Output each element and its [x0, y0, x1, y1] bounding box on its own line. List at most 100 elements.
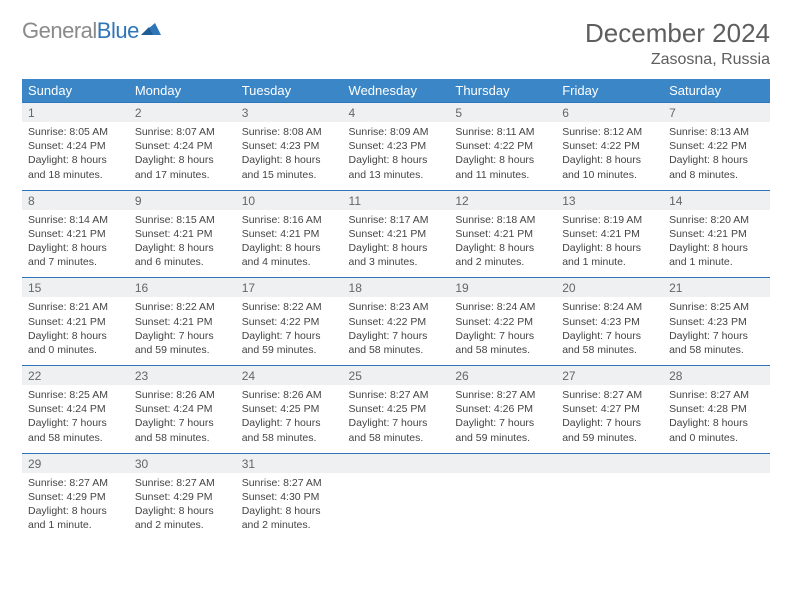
day-detail-cell: Sunrise: 8:19 AMSunset: 4:21 PMDaylight:…: [556, 210, 663, 278]
day-number-cell: 24: [236, 366, 343, 386]
day-number-cell: 17: [236, 278, 343, 298]
day-number-cell: 18: [343, 278, 450, 298]
sunrise-line: Sunrise: 8:12 AM: [562, 125, 657, 139]
sunset-line: Sunset: 4:22 PM: [562, 139, 657, 153]
day-number-cell: 26: [449, 366, 556, 386]
logo-word-blue: Blue: [97, 18, 139, 43]
daylight-line: Daylight: 8 hours and 1 minute.: [28, 504, 123, 532]
day-detail-cell: Sunrise: 8:27 AMSunset: 4:28 PMDaylight:…: [663, 385, 770, 453]
day-detail-cell: Sunrise: 8:17 AMSunset: 4:21 PMDaylight:…: [343, 210, 450, 278]
sunrise-line: Sunrise: 8:21 AM: [28, 300, 123, 314]
day-detail-row: Sunrise: 8:14 AMSunset: 4:21 PMDaylight:…: [22, 210, 770, 278]
weekday-header: Saturday: [663, 79, 770, 103]
sunset-line: Sunset: 4:21 PM: [669, 227, 764, 241]
sunrise-line: Sunrise: 8:16 AM: [242, 213, 337, 227]
sunrise-line: Sunrise: 8:25 AM: [28, 388, 123, 402]
weekday-header: Tuesday: [236, 79, 343, 103]
day-number-cell: 1: [22, 103, 129, 123]
sunrise-line: Sunrise: 8:22 AM: [242, 300, 337, 314]
daylight-line: Daylight: 7 hours and 58 minutes.: [349, 329, 444, 357]
day-number-cell: [449, 453, 556, 473]
sunrise-line: Sunrise: 8:08 AM: [242, 125, 337, 139]
daylight-line: Daylight: 8 hours and 0 minutes.: [669, 416, 764, 444]
weekday-header-row: Sunday Monday Tuesday Wednesday Thursday…: [22, 79, 770, 103]
sunset-line: Sunset: 4:23 PM: [669, 315, 764, 329]
day-detail-cell: Sunrise: 8:25 AMSunset: 4:23 PMDaylight:…: [663, 297, 770, 365]
day-detail-cell: [663, 473, 770, 541]
day-detail-cell: Sunrise: 8:12 AMSunset: 4:22 PMDaylight:…: [556, 122, 663, 190]
sunset-line: Sunset: 4:21 PM: [28, 315, 123, 329]
daylight-line: Daylight: 8 hours and 17 minutes.: [135, 153, 230, 181]
day-number-cell: 31: [236, 453, 343, 473]
day-detail-cell: Sunrise: 8:27 AMSunset: 4:29 PMDaylight:…: [22, 473, 129, 541]
sunrise-line: Sunrise: 8:14 AM: [28, 213, 123, 227]
day-number-cell: 20: [556, 278, 663, 298]
daylight-line: Daylight: 7 hours and 58 minutes.: [242, 416, 337, 444]
daylight-line: Daylight: 7 hours and 58 minutes.: [349, 416, 444, 444]
day-detail-cell: Sunrise: 8:11 AMSunset: 4:22 PMDaylight:…: [449, 122, 556, 190]
sunset-line: Sunset: 4:22 PM: [242, 315, 337, 329]
month-title: December 2024: [585, 18, 770, 49]
weekday-header: Friday: [556, 79, 663, 103]
sunrise-line: Sunrise: 8:27 AM: [135, 476, 230, 490]
day-number-cell: 11: [343, 190, 450, 210]
day-number-cell: 19: [449, 278, 556, 298]
sunrise-line: Sunrise: 8:13 AM: [669, 125, 764, 139]
daylight-line: Daylight: 8 hours and 10 minutes.: [562, 153, 657, 181]
sunset-line: Sunset: 4:21 PM: [349, 227, 444, 241]
sunset-line: Sunset: 4:23 PM: [562, 315, 657, 329]
sunrise-line: Sunrise: 8:25 AM: [669, 300, 764, 314]
day-detail-cell: Sunrise: 8:25 AMSunset: 4:24 PMDaylight:…: [22, 385, 129, 453]
day-number-row: 22232425262728: [22, 366, 770, 386]
sunset-line: Sunset: 4:24 PM: [28, 139, 123, 153]
day-number-cell: 9: [129, 190, 236, 210]
day-number-row: 293031: [22, 453, 770, 473]
day-detail-cell: Sunrise: 8:05 AMSunset: 4:24 PMDaylight:…: [22, 122, 129, 190]
day-detail-cell: Sunrise: 8:13 AMSunset: 4:22 PMDaylight:…: [663, 122, 770, 190]
sunset-line: Sunset: 4:22 PM: [349, 315, 444, 329]
day-detail-cell: Sunrise: 8:20 AMSunset: 4:21 PMDaylight:…: [663, 210, 770, 278]
sunrise-line: Sunrise: 8:27 AM: [28, 476, 123, 490]
day-detail-cell: Sunrise: 8:21 AMSunset: 4:21 PMDaylight:…: [22, 297, 129, 365]
day-detail-cell: [343, 473, 450, 541]
daylight-line: Daylight: 7 hours and 58 minutes.: [455, 329, 550, 357]
day-detail-cell: Sunrise: 8:23 AMSunset: 4:22 PMDaylight:…: [343, 297, 450, 365]
day-number-cell: 23: [129, 366, 236, 386]
weekday-header: Thursday: [449, 79, 556, 103]
day-detail-cell: Sunrise: 8:09 AMSunset: 4:23 PMDaylight:…: [343, 122, 450, 190]
sunset-line: Sunset: 4:28 PM: [669, 402, 764, 416]
day-number-cell: 10: [236, 190, 343, 210]
title-block: December 2024 Zasosna, Russia: [585, 18, 770, 69]
daylight-line: Daylight: 7 hours and 58 minutes.: [135, 416, 230, 444]
day-number-cell: 14: [663, 190, 770, 210]
day-number-cell: 25: [343, 366, 450, 386]
day-number-cell: 22: [22, 366, 129, 386]
sunrise-line: Sunrise: 8:20 AM: [669, 213, 764, 227]
daylight-line: Daylight: 8 hours and 2 minutes.: [135, 504, 230, 532]
sunrise-line: Sunrise: 8:18 AM: [455, 213, 550, 227]
sunset-line: Sunset: 4:24 PM: [135, 402, 230, 416]
sunrise-line: Sunrise: 8:11 AM: [455, 125, 550, 139]
weekday-header: Wednesday: [343, 79, 450, 103]
sunset-line: Sunset: 4:21 PM: [562, 227, 657, 241]
sunrise-line: Sunrise: 8:15 AM: [135, 213, 230, 227]
sunset-line: Sunset: 4:25 PM: [349, 402, 444, 416]
day-detail-cell: Sunrise: 8:27 AMSunset: 4:27 PMDaylight:…: [556, 385, 663, 453]
daylight-line: Daylight: 8 hours and 18 minutes.: [28, 153, 123, 181]
sunset-line: Sunset: 4:22 PM: [455, 315, 550, 329]
day-number-cell: 15: [22, 278, 129, 298]
day-detail-row: Sunrise: 8:05 AMSunset: 4:24 PMDaylight:…: [22, 122, 770, 190]
daylight-line: Daylight: 8 hours and 2 minutes.: [242, 504, 337, 532]
day-number-cell: 8: [22, 190, 129, 210]
sunset-line: Sunset: 4:29 PM: [28, 490, 123, 504]
daylight-line: Daylight: 8 hours and 13 minutes.: [349, 153, 444, 181]
daylight-line: Daylight: 7 hours and 58 minutes.: [28, 416, 123, 444]
daylight-line: Daylight: 7 hours and 58 minutes.: [669, 329, 764, 357]
day-detail-cell: Sunrise: 8:08 AMSunset: 4:23 PMDaylight:…: [236, 122, 343, 190]
sunrise-line: Sunrise: 8:24 AM: [562, 300, 657, 314]
sunset-line: Sunset: 4:27 PM: [562, 402, 657, 416]
sunset-line: Sunset: 4:24 PM: [135, 139, 230, 153]
header: GeneralBlue December 2024 Zasosna, Russi…: [22, 18, 770, 69]
day-number-cell: 2: [129, 103, 236, 123]
daylight-line: Daylight: 7 hours and 59 minutes.: [135, 329, 230, 357]
